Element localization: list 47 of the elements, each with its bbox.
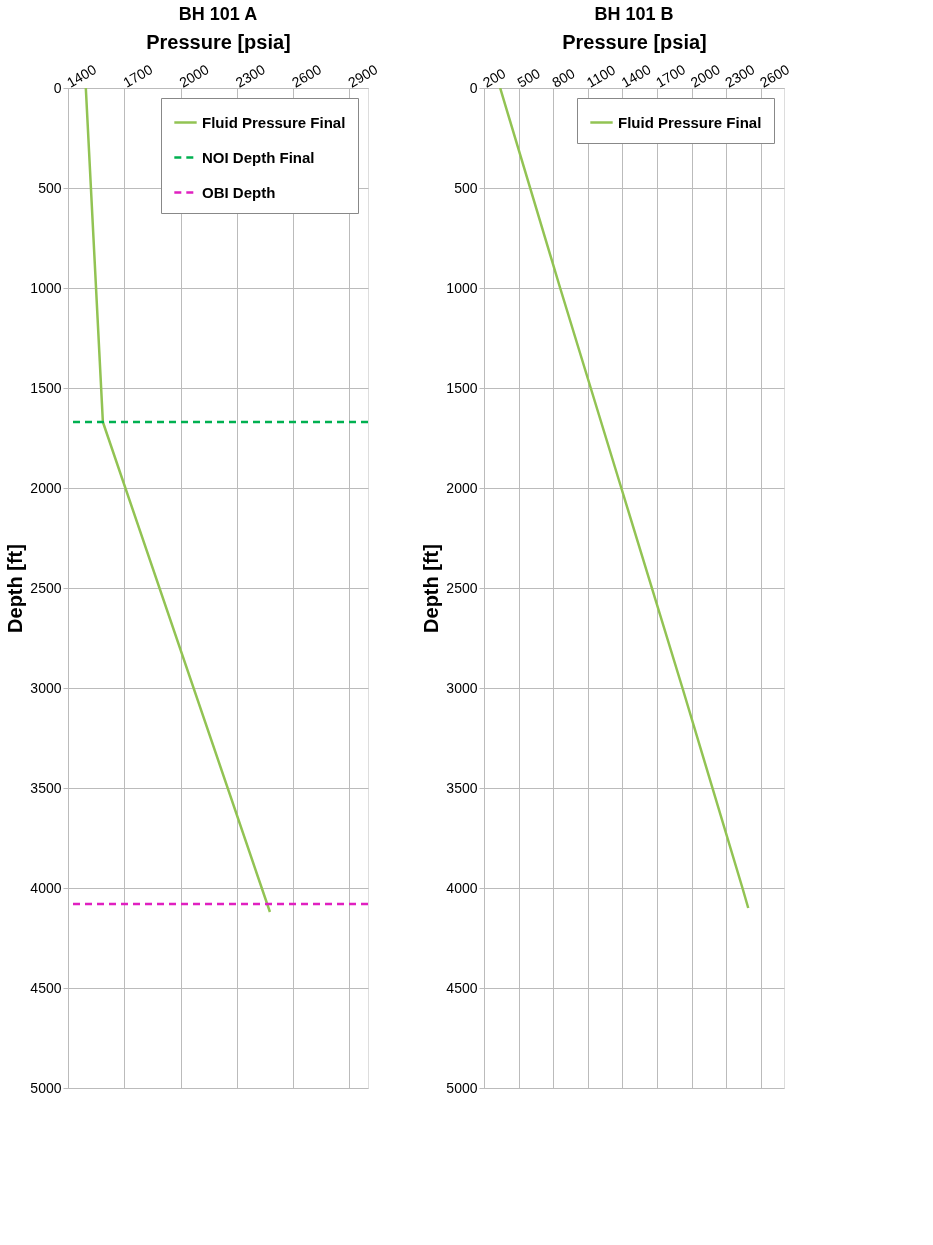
y-axis-title: Depth [ft] bbox=[4, 544, 27, 633]
legend-label: OBI Depth bbox=[202, 183, 276, 201]
x-tick-label: 1700 bbox=[120, 61, 156, 91]
x-tick-label: 1400 bbox=[618, 61, 654, 91]
x-tick-label: 2900 bbox=[345, 61, 381, 91]
y-tick-label: 1500 bbox=[446, 379, 478, 396]
y-tick-label: 2500 bbox=[30, 579, 62, 596]
y-tick-label: 0 bbox=[469, 79, 478, 96]
legend-label: Fluid Pressure Final bbox=[618, 113, 762, 131]
x-axis-title: Pressure [psia] bbox=[146, 30, 291, 53]
x-tick-label: 2300 bbox=[722, 61, 758, 91]
y-tick-label: 500 bbox=[38, 179, 62, 196]
legend-label: NOI Depth Final bbox=[202, 148, 315, 166]
y-tick-label: 2000 bbox=[30, 479, 62, 496]
y-tick-label: 1000 bbox=[446, 279, 478, 296]
y-tick-label: 4000 bbox=[446, 879, 478, 896]
y-tick-label: 3500 bbox=[30, 779, 62, 796]
x-tick-label: 2000 bbox=[687, 61, 723, 91]
x-axis-title: Pressure [psia] bbox=[562, 30, 707, 53]
y-tick-label: 3500 bbox=[446, 779, 478, 796]
x-tick-label: 1400 bbox=[64, 61, 100, 91]
legend-label: Fluid Pressure Final bbox=[202, 113, 346, 131]
y-tick-label: 0 bbox=[53, 79, 62, 96]
chart-title: BH 101 A bbox=[178, 4, 258, 25]
x-tick-label: 2300 bbox=[232, 61, 268, 91]
y-tick-label: 3000 bbox=[446, 679, 478, 696]
x-tick-label: 2000 bbox=[176, 61, 212, 91]
y-tick-label: 1500 bbox=[30, 379, 62, 396]
y-tick-label: 500 bbox=[454, 179, 478, 196]
y-tick-label: 1000 bbox=[30, 279, 62, 296]
y-axis-title: Depth [ft] bbox=[420, 544, 443, 633]
chart-title: BH 101 B bbox=[594, 4, 674, 25]
y-tick-label: 5000 bbox=[446, 1079, 478, 1096]
x-tick-label: 2600 bbox=[289, 61, 325, 91]
y-tick-label: 2000 bbox=[446, 479, 478, 496]
x-tick-label: 800 bbox=[549, 64, 578, 91]
y-tick-label: 4500 bbox=[30, 979, 62, 996]
y-tick-label: 2500 bbox=[446, 579, 478, 596]
x-tick-label: 200 bbox=[480, 64, 509, 91]
x-tick-label: 1700 bbox=[653, 61, 689, 91]
x-tick-label: 1100 bbox=[583, 61, 619, 91]
x-tick-label: 500 bbox=[514, 64, 544, 91]
y-tick-label: 4500 bbox=[446, 979, 478, 996]
y-tick-label: 3000 bbox=[30, 679, 62, 696]
x-tick-label: 2600 bbox=[756, 61, 793, 91]
y-tick-label: 4000 bbox=[30, 879, 62, 896]
y-tick-label: 5000 bbox=[30, 1079, 62, 1096]
